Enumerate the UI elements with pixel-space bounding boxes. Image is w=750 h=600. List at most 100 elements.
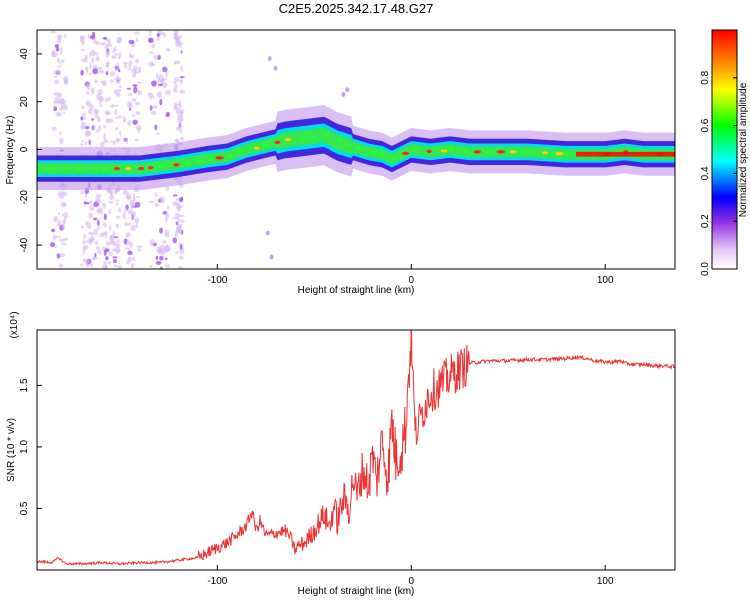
spectrogram-noise-speck [114,116,120,119]
spectrogram-hotspot [378,152,385,156]
spectrogram-noise-speck [83,116,87,120]
spectrogram-noise-speck [92,257,99,260]
spectrogram-noise-speck [175,43,181,46]
spectrogram-hotspot [76,167,83,171]
spectrogram-noise-speck [116,215,121,219]
spectrogram-noise-speck [118,207,122,214]
y-tick-label: 1.0 [19,440,30,454]
spectrogram-noise-speck [118,264,122,269]
spectrogram-noise-speck [132,73,137,78]
spectrogram-noise-speck [108,200,113,204]
spectrogram-hotspot [125,167,132,171]
spectrogram-noise-speck [80,35,86,40]
spectrogram-noise-speck [96,116,101,123]
spectrogram-noise-speck [93,125,96,131]
spectrogram-noise-speck [60,59,65,63]
spectrogram-noise-speck [180,50,183,54]
spectrogram-hotspot [261,143,270,147]
spectrogram-noise-speck [80,116,84,121]
spectrogram-noise-speck [165,263,170,268]
spectrogram-noise-speck [99,104,103,108]
spectrogram-noise-speck [178,100,181,107]
spectrogram-noise-speck [273,65,278,71]
spectrogram-noise-speck [165,70,169,74]
spectrogram-noise-speck [108,118,114,123]
spectrogram-noise-speck [175,203,181,210]
spectrogram-noise-speck [58,212,60,216]
spectrogram-noise-speck [115,243,121,249]
spectrogram-noise-speck [50,30,56,34]
spectrogram-noise-speck [80,225,84,229]
spectrogram-noise-speck [123,209,129,212]
spectrogram-noise-speck [179,214,185,218]
spectrogram-noise-speck [52,234,55,241]
spectrogram-noise-speck [179,118,184,122]
spectrogram-noise-speck [176,60,181,65]
spectrogram-noise-speck [105,62,110,68]
spectrogram-noise-speck [179,219,185,223]
spectrogram-noise-speck [89,72,92,75]
spectrogram-noise-speck [116,62,120,70]
spectrogram-noise-speck [85,100,92,107]
spectrogram-noise-speck [88,212,93,219]
spectrogram-hotspot [370,150,378,154]
spectrogram-noise-speck [127,93,133,97]
spectrogram-hotspot [101,167,110,171]
spectrogram-noise-speck [61,105,64,108]
spectrogram-hotspot [195,159,203,163]
spectrogram-noise-speck [57,92,62,98]
spectrogram-noise-speck [100,141,105,148]
spectrogram-noise-speck [165,186,170,191]
spectrogram-noise-speck [112,256,118,259]
spectrogram-noise-speck [112,141,117,145]
spectrogram-noise-speck [177,35,183,39]
spectrogram-noise-speck [148,30,152,36]
spectrogram-noise-speck [135,124,142,131]
x-tick-label: 100 [597,576,614,587]
x-tick-label: 0 [408,275,414,286]
spectrogram-noise-speck [115,92,121,97]
spectrogram-hotspot [184,161,191,165]
spectrogram-noise-speck [135,222,139,229]
x-tick-label: 0 [408,576,414,587]
spectrogram-noise-speck [179,89,186,94]
spectrogram-hotspot [173,163,180,167]
spectrogram-noise-speck [131,211,134,218]
spectrogram-noise-speck [108,241,115,245]
spectrogram-noise-speck [102,125,107,129]
y-tick-label: -20 [19,190,30,205]
spectrogram-noise-speck [149,264,152,268]
spectrogram-noise-speck [125,204,129,210]
spectrogram-noise-speck [63,211,69,219]
spectrogram-hotspot [344,143,350,147]
spectrogram-noise-speck [88,139,91,145]
spectrogram-noise-speck [88,231,94,235]
spectrogram-noise-speck [154,124,158,131]
spectrogram-noise-speck [181,196,183,201]
spectrogram-noise-speck [157,248,163,255]
spectrogram-noise-speck [52,100,58,104]
spectrogram-noise-speck [108,224,112,231]
spectrogram-noise-speck [132,119,138,125]
spectrogram-noise-speck [132,256,136,261]
spectrogram-noise-speck [126,260,131,265]
spectrogram-noise-speck [152,105,158,109]
spectrogram-noise-speck [97,219,100,226]
spectrogram-noise-speck [103,250,107,256]
spectrogram-noise-speck [127,195,132,199]
spectrogram-noise-speck [165,73,168,78]
spectrogram-noise-speck [123,238,128,245]
spectrogram-noise-speck [57,34,62,41]
spectrogram-hotspot [335,138,343,142]
spectrogram-noise-speck [154,202,159,208]
spectrogram-noise-speck [86,83,91,90]
spectrogram-noise-speck [173,89,178,93]
snr-panel: -100 0 100 0.5 1.0 1.5 Height of straight li… [6,311,676,597]
spectrogram-noise-speck [159,227,163,234]
spectrogram-hotspot [412,148,419,152]
spectrogram-y-label: Frequency (Hz) [5,116,16,185]
spectrogram-noise-speck [51,50,56,58]
spectrogram-noise-speck [122,116,127,123]
spectrogram-noise-speck [111,55,117,59]
spectrogram-noise-speck [172,194,178,197]
